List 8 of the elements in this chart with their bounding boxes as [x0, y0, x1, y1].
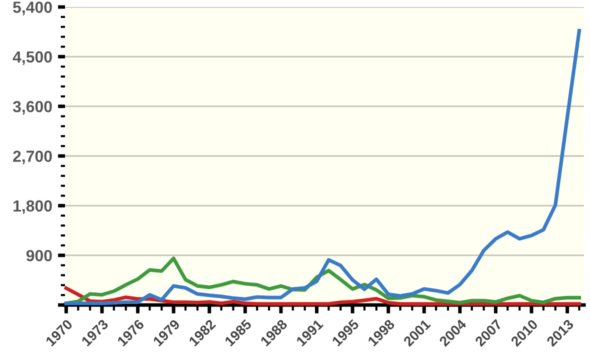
y-tick-label: 2,700: [13, 150, 52, 164]
line-series: [64, 286, 582, 306]
y-tick-label: 900: [26, 250, 52, 262]
y-tick-label: 5,400: [13, 2, 52, 16]
y-tick-label: 3,600: [12, 100, 52, 115]
line-series: [64, 28, 582, 306]
y-tick-label: 4,500: [12, 51, 52, 65]
y-tick-label: 1,800: [14, 200, 52, 214]
